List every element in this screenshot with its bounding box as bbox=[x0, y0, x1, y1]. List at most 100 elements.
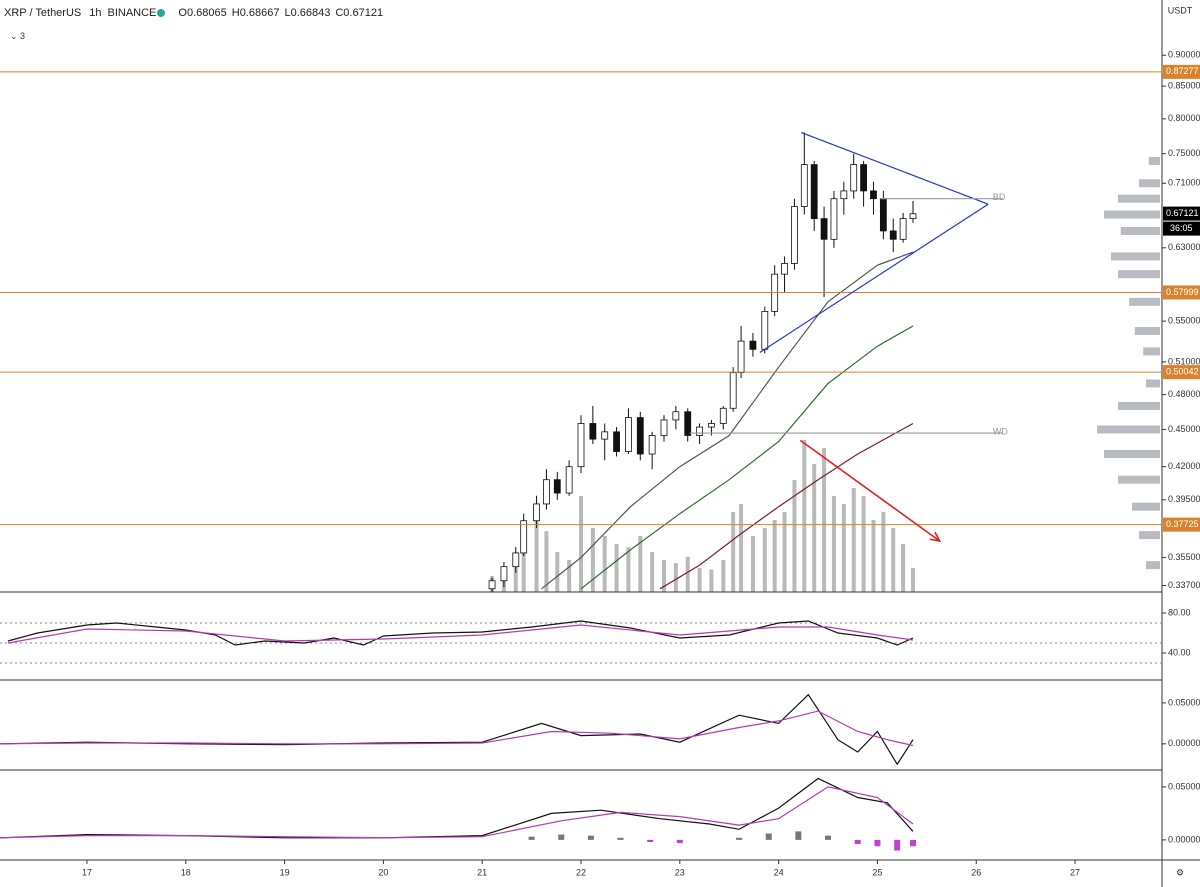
y-tick-label: 0.51000 bbox=[1168, 356, 1200, 366]
volume-bar bbox=[697, 568, 702, 592]
volume-bar bbox=[739, 504, 744, 592]
ohlc-label: O bbox=[178, 7, 187, 19]
x-tick-label: 24 bbox=[774, 867, 784, 877]
indicator-line bbox=[7, 620, 914, 646]
y-tick-label: 80.00 bbox=[1168, 607, 1191, 617]
histogram-bar bbox=[825, 835, 832, 840]
volume-bar bbox=[861, 496, 866, 592]
candle-body bbox=[500, 566, 508, 582]
volume-profile-bar bbox=[1148, 156, 1160, 165]
candle-body bbox=[729, 372, 737, 409]
candle-body bbox=[601, 431, 609, 440]
x-tick-label: 27 bbox=[1070, 867, 1080, 877]
candle-body bbox=[761, 310, 769, 350]
level-label: 0.50042 bbox=[1166, 366, 1199, 376]
candle-body bbox=[577, 423, 585, 468]
histogram-bar bbox=[765, 833, 772, 840]
volume-profile-bar bbox=[1134, 327, 1160, 336]
last-price: 0.67121 bbox=[1166, 208, 1199, 218]
volume-bar bbox=[831, 496, 836, 592]
candle-body bbox=[520, 520, 528, 554]
volume-profile-bar bbox=[1143, 347, 1160, 356]
volume-bar bbox=[881, 512, 886, 592]
y-tick-label: 0.00000 bbox=[1168, 834, 1200, 844]
x-tick-label: 19 bbox=[280, 867, 290, 877]
trend-line bbox=[799, 439, 941, 542]
indicator-line bbox=[0, 693, 914, 766]
x-tick-label: 18 bbox=[181, 867, 191, 877]
candle-body bbox=[708, 423, 715, 428]
y-tick-label: 0.75000 bbox=[1168, 148, 1200, 158]
volume-profile-bar bbox=[1139, 531, 1160, 540]
trend-line bbox=[759, 203, 989, 353]
y-tick-label: 0.48000 bbox=[1168, 389, 1200, 399]
symbol: XRP / TetherUS bbox=[4, 7, 81, 19]
histogram-bar bbox=[736, 837, 743, 840]
y-tick-label: 0.42000 bbox=[1168, 461, 1200, 471]
y-tick-label: 0.45000 bbox=[1168, 424, 1200, 434]
x-tick-label: 21 bbox=[477, 867, 487, 877]
volume-bar bbox=[579, 496, 583, 592]
main-pane bbox=[488, 132, 1160, 592]
y-tick-label: 0.35500 bbox=[1168, 552, 1200, 562]
volume-bar bbox=[567, 560, 572, 592]
volume-bar bbox=[812, 464, 817, 592]
indicator-line bbox=[0, 710, 914, 747]
candle-body bbox=[860, 164, 867, 192]
x-tick-label: 25 bbox=[872, 867, 882, 877]
y-tick-label: 0.90000 bbox=[1168, 50, 1200, 60]
indicator-line bbox=[659, 422, 914, 590]
candle-body bbox=[899, 218, 907, 240]
ohlc-label: C bbox=[335, 7, 343, 19]
status-dot bbox=[157, 9, 165, 17]
level-tag bbox=[1163, 64, 1200, 79]
y-tick-label: 0.85000 bbox=[1168, 80, 1200, 90]
y-tick-label: 0.00000 bbox=[1168, 738, 1200, 748]
volume-bar bbox=[662, 560, 666, 592]
candle-body bbox=[660, 419, 668, 436]
candle-body bbox=[830, 198, 838, 240]
volume-profile-bar bbox=[1132, 502, 1160, 511]
y-tick-label: 0.71000 bbox=[1168, 178, 1200, 188]
volume-bar bbox=[891, 528, 896, 592]
volume-bar bbox=[544, 531, 549, 592]
volume-bar bbox=[555, 552, 560, 592]
indicator-count: 3 bbox=[20, 31, 25, 41]
candle-body bbox=[613, 431, 620, 452]
histogram-bar bbox=[617, 837, 624, 840]
candle-body bbox=[791, 206, 798, 264]
volume-bar bbox=[792, 480, 797, 592]
volume-profile-bar bbox=[1118, 194, 1160, 203]
volume-profile-bar bbox=[1111, 252, 1160, 261]
candle-body bbox=[589, 423, 597, 440]
arrow-head bbox=[929, 531, 942, 543]
histogram-bar bbox=[894, 839, 901, 851]
candle-body bbox=[543, 479, 550, 505]
settings-icon[interactable]: ⚙ bbox=[1176, 867, 1184, 877]
volume-profile-bar bbox=[1129, 297, 1160, 306]
candle-body bbox=[553, 479, 561, 494]
candle-body bbox=[810, 164, 818, 220]
candle-body bbox=[625, 417, 632, 452]
y-tick-label: 0.05000 bbox=[1168, 781, 1200, 791]
candle-body bbox=[737, 340, 745, 373]
volume-bar bbox=[614, 544, 619, 592]
volume-bar bbox=[851, 488, 856, 592]
indicator-line bbox=[580, 325, 914, 590]
volume-bar bbox=[685, 556, 690, 592]
volume-bar bbox=[709, 569, 714, 592]
volume-profile-bar bbox=[1104, 210, 1160, 219]
x-tick-label: 20 bbox=[378, 867, 388, 877]
indicator-toggle[interactable]: ⌄ 3 bbox=[10, 31, 25, 41]
candle-body bbox=[696, 426, 703, 436]
currency: USDT bbox=[1168, 5, 1193, 15]
countdown: 36:05 bbox=[1170, 223, 1193, 233]
candle-body bbox=[820, 218, 828, 240]
drawing-label: WD bbox=[993, 426, 1008, 436]
y-tick-label: 40.00 bbox=[1168, 647, 1191, 657]
volume-bar bbox=[673, 563, 678, 592]
volume-bar bbox=[871, 520, 876, 592]
candle-body bbox=[719, 407, 727, 424]
volume-profile-bar bbox=[1118, 401, 1160, 410]
